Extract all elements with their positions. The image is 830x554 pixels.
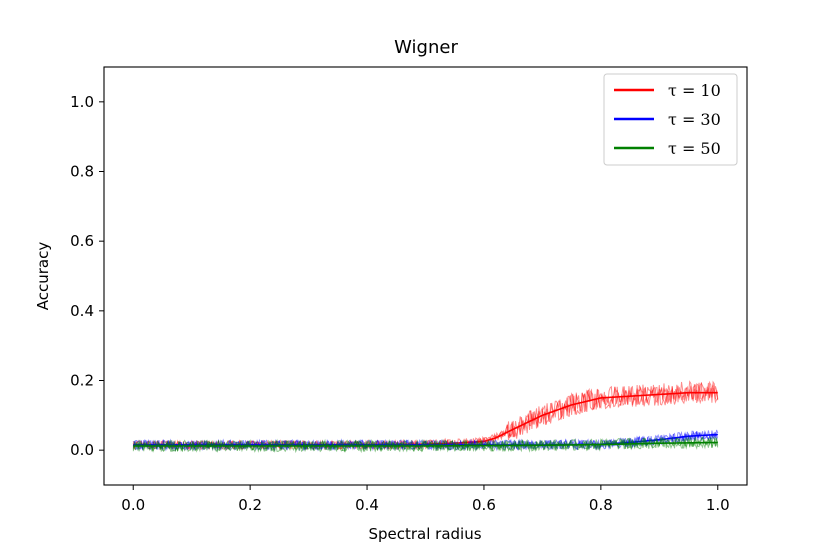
- y-tick-label: 0.0: [70, 441, 94, 459]
- y-tick-label: 0.6: [70, 232, 94, 250]
- legend-label-tau-10: τ = 10: [668, 81, 721, 100]
- y-axis: 0.0 0.2 0.4 0.6 0.8 1.0: [70, 93, 104, 459]
- x-axis-label: Spectral radius: [368, 525, 481, 543]
- x-tick-label: 1.0: [706, 496, 730, 514]
- legend-box: [603, 73, 738, 166]
- y-axis-label: Accuracy: [34, 242, 52, 311]
- series-run-line: [132, 436, 719, 454]
- x-tick-label: 0.8: [589, 496, 613, 514]
- legend-label-tau-50: τ = 50: [668, 139, 721, 158]
- series-run-line: [132, 429, 719, 452]
- x-tick-label: 0.4: [355, 496, 379, 514]
- legend-label-tau-30: τ = 30: [668, 110, 721, 129]
- plot-frame: [103, 66, 748, 486]
- series-run-line: [132, 381, 719, 451]
- y-tick-label: 0.8: [70, 163, 94, 181]
- x-tick-label: 0.2: [238, 496, 262, 514]
- series-run-line: [132, 435, 719, 453]
- y-tick-label: 0.4: [70, 302, 94, 320]
- series-mean-line: [133, 441, 718, 447]
- y-tick-label: 0.2: [70, 372, 94, 390]
- series-mean-line: [133, 433, 718, 446]
- series-2: [132, 435, 719, 454]
- series-run-line: [132, 380, 719, 451]
- x-tick-label: 0.6: [472, 496, 496, 514]
- x-tick-label: 0.0: [121, 496, 145, 514]
- chart-title: Wigner: [394, 37, 458, 58]
- x-axis: 0.0 0.2 0.4 0.6 0.8 1.0: [121, 485, 730, 514]
- series-1: [132, 429, 719, 452]
- y-tick-label: 1.0: [70, 93, 94, 111]
- legend: τ = 10 τ = 30 τ = 50: [603, 73, 738, 166]
- series-layer: [132, 380, 719, 454]
- series-run-line: [132, 431, 719, 452]
